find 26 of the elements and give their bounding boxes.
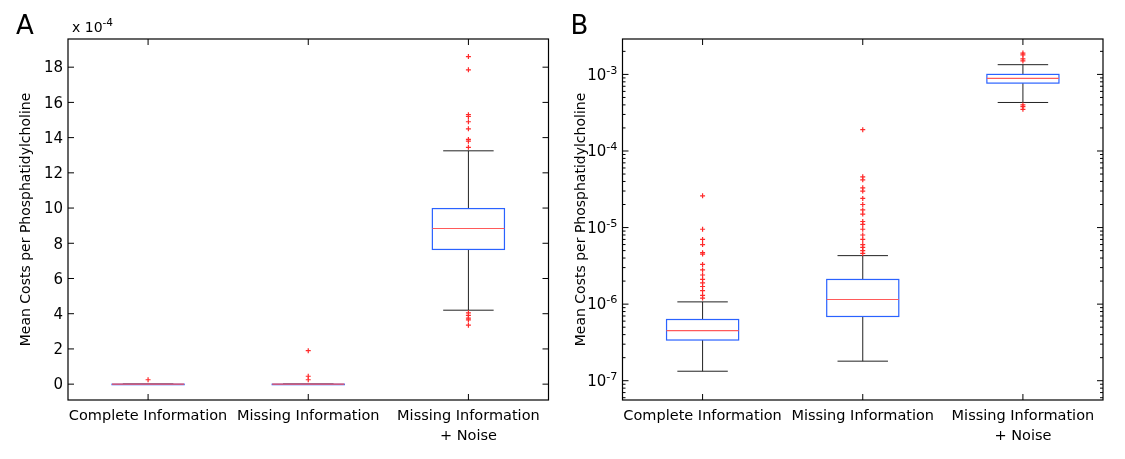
y-tick-label: 10 xyxy=(43,199,63,218)
y-tick-label: 18 xyxy=(43,58,63,77)
y-tick-label: 14 xyxy=(43,128,63,147)
y-tick-label: 12 xyxy=(43,164,63,183)
chart-title: B xyxy=(570,10,589,40)
chart-title: A xyxy=(16,10,34,40)
y-tick-label: 10$^{-7}$ xyxy=(587,369,618,390)
x-tick-label: Complete Information xyxy=(623,407,782,423)
x-tick-label: Missing Information + Noise xyxy=(951,407,1095,443)
y-tick-label: 10$^{-5}$ xyxy=(587,216,618,237)
y-axis-title: Mean Costs per Phosphatidylcholine xyxy=(17,92,33,347)
y-tick-label: 4 xyxy=(53,304,63,323)
y-tick-label: 10$^{-6}$ xyxy=(587,292,618,314)
text: x 10$^{-4}$ xyxy=(72,16,114,35)
y-axis-title: Mean Costs per Phosphatidylcholine xyxy=(571,92,588,347)
y-tick-label: 10$^{-3}$ xyxy=(587,63,618,84)
x-tick-label: Missing Information + Noise xyxy=(397,407,540,443)
y-tick-label: 10$^{-4}$ xyxy=(587,139,618,161)
y-tick-label: 0 xyxy=(53,375,63,394)
y-tick-label: 8 xyxy=(53,234,63,253)
x-tick-label: Complete Information xyxy=(68,407,228,423)
y-tick-label: 16 xyxy=(43,93,63,112)
y-tick-label: 6 xyxy=(53,269,63,288)
x-tick-label: Missing Information xyxy=(791,407,935,423)
x-tick-label: Missing Information xyxy=(236,407,380,423)
y-tick-label: 2 xyxy=(53,340,63,359)
